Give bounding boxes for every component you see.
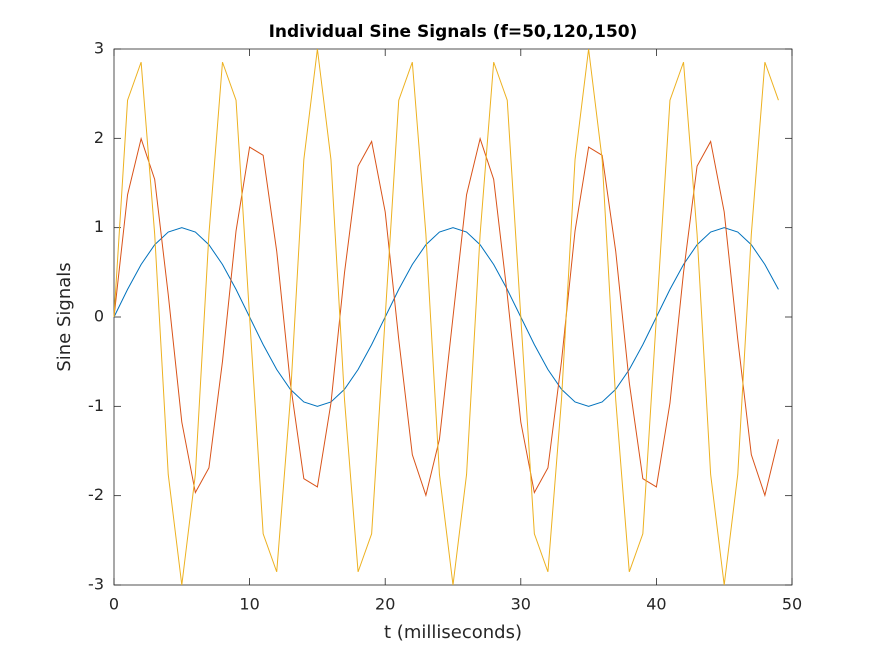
x-tick-label: 0 <box>109 595 119 614</box>
y-tick-label: 3 <box>94 39 104 58</box>
y-tick-label: 0 <box>94 307 104 326</box>
chart-title: Individual Sine Signals (f=50,120,150) <box>269 22 638 42</box>
y-axis-label: Sine Signals <box>54 262 75 371</box>
y-tick-label: -3 <box>88 575 104 594</box>
y-tick-label: -1 <box>88 396 104 415</box>
x-tick-label: 30 <box>511 595 531 614</box>
x-tick-label: 40 <box>646 595 666 614</box>
x-axis-label: t (milliseconds) <box>384 622 522 643</box>
series-line <box>113 136 779 498</box>
x-tick-label: 10 <box>239 595 259 614</box>
x-tick-label: 20 <box>375 595 395 614</box>
series-line <box>113 227 779 407</box>
series-line <box>113 48 779 586</box>
y-tick-label: 2 <box>94 128 104 147</box>
y-tick-label: -2 <box>88 485 104 504</box>
y-tick-label: 1 <box>94 217 104 236</box>
x-tick-label: 50 <box>782 595 802 614</box>
